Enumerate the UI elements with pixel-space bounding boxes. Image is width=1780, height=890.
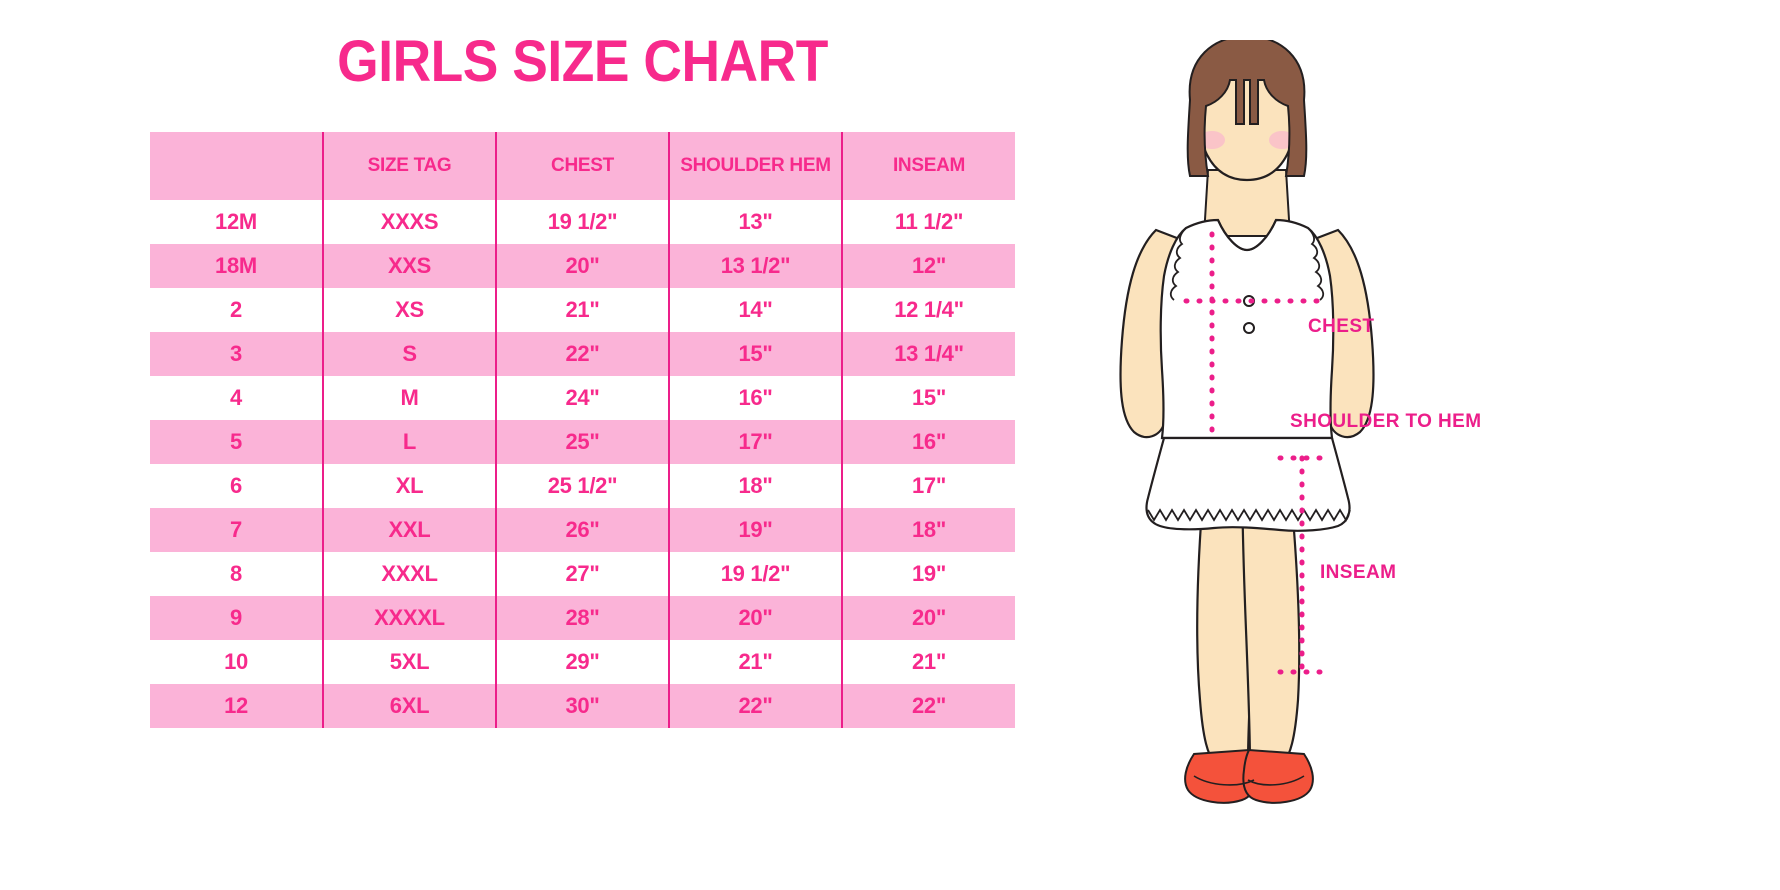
- column-header-chest: CHEST: [495, 132, 669, 200]
- cell-shoulder-hem: 22": [668, 684, 842, 728]
- column-header-size: [150, 132, 323, 200]
- skirt: [1145, 436, 1351, 532]
- cell-inseam: 21": [841, 640, 1015, 684]
- page-title: GIRLS SIZE CHART: [337, 29, 828, 94]
- cell-size: 7: [150, 508, 323, 552]
- cell-size: 4: [150, 376, 323, 420]
- table-row: 18M XXS 20" 13 1/2" 12": [150, 244, 1015, 288]
- table-row: 7 XXL 26" 19" 18": [150, 508, 1015, 552]
- size-chart-table: SIZE TAG CHEST SHOULDER HEM INSEAM 12M X…: [150, 132, 1015, 728]
- cell-chest: 30": [495, 684, 669, 728]
- cell-size: 10: [150, 640, 323, 684]
- cell-inseam: 16": [841, 420, 1015, 464]
- column-header-size-tag: SIZE TAG: [322, 132, 496, 200]
- cell-shoulder-hem: 15": [668, 332, 842, 376]
- cell-size-tag: XXS: [322, 244, 496, 288]
- cell-inseam: 22": [841, 684, 1015, 728]
- cell-chest: 25 1/2": [495, 464, 669, 508]
- cell-shoulder-hem: 18": [668, 464, 842, 508]
- cell-size-tag: XXXL: [322, 552, 496, 596]
- cell-inseam: 20": [841, 596, 1015, 640]
- table-row: 5 L 25" 17" 16": [150, 420, 1015, 464]
- cell-size: 9: [150, 596, 323, 640]
- cell-size-tag: XS: [322, 288, 496, 332]
- cell-chest: 21": [495, 288, 669, 332]
- cell-size-tag: S: [322, 332, 496, 376]
- table-row: 6 XL 25 1/2" 18" 17": [150, 464, 1015, 508]
- measurement-illustration: CHEST SHOULDER TO HEM INSEAM: [1090, 40, 1780, 860]
- table-row: 10 5XL 29" 21" 21": [150, 640, 1015, 684]
- table-row: 12M XXXS 19 1/2" 13" 11 1/2": [150, 200, 1015, 244]
- cell-size: 5: [150, 420, 323, 464]
- cell-inseam: 17": [841, 464, 1015, 508]
- cell-shoulder-hem: 19": [668, 508, 842, 552]
- cell-shoulder-hem: 19 1/2": [668, 552, 842, 596]
- cell-size-tag: 5XL: [322, 640, 496, 684]
- cell-inseam: 12 1/4": [841, 288, 1015, 332]
- cell-size-tag: XL: [322, 464, 496, 508]
- table-header-row: SIZE TAG CHEST SHOULDER HEM INSEAM: [150, 132, 1015, 200]
- cell-shoulder-hem: 20": [668, 596, 842, 640]
- cell-size: 18M: [150, 244, 323, 288]
- cell-size: 12M: [150, 200, 323, 244]
- cell-chest: 26": [495, 508, 669, 552]
- cell-chest: 20": [495, 244, 669, 288]
- table-row: 9 XXXXL 28" 20" 20": [150, 596, 1015, 640]
- head-group: [1186, 40, 1308, 182]
- cell-chest: 19 1/2": [495, 200, 669, 244]
- girl-figure-svg: [1119, 40, 1375, 804]
- cell-size-tag: XXL: [322, 508, 496, 552]
- cell-size: 3: [150, 332, 323, 376]
- cell-size: 2: [150, 288, 323, 332]
- cell-shoulder-hem: 13 1/2": [668, 244, 842, 288]
- cell-chest: 22": [495, 332, 669, 376]
- cell-inseam: 19": [841, 552, 1015, 596]
- callout-label-shoulder-to-hem: SHOULDER TO HEM: [1290, 411, 1482, 432]
- table-row: 8 XXXL 27" 19 1/2" 19": [150, 552, 1015, 596]
- cell-inseam: 18": [841, 508, 1015, 552]
- cell-inseam: 12": [841, 244, 1015, 288]
- callout-label-inseam: INSEAM: [1320, 562, 1397, 583]
- cell-shoulder-hem: 16": [668, 376, 842, 420]
- column-header-inseam: INSEAM: [841, 132, 1015, 200]
- cell-chest: 28": [495, 596, 669, 640]
- column-header-shoulder-hem: SHOULDER HEM: [668, 132, 842, 200]
- cell-size: 12: [150, 684, 323, 728]
- table-row: 3 S 22" 15" 13 1/4": [150, 332, 1015, 376]
- table-row: 4 M 24" 16" 15": [150, 376, 1015, 420]
- table-row: 12 6XL 30" 22" 22": [150, 684, 1015, 728]
- cell-chest: 27": [495, 552, 669, 596]
- cell-size-tag: XXXS: [322, 200, 496, 244]
- cell-inseam: 11 1/2": [841, 200, 1015, 244]
- cell-chest: 25": [495, 420, 669, 464]
- cell-chest: 24": [495, 376, 669, 420]
- shoes-group: [1184, 748, 1314, 804]
- cell-size-tag: 6XL: [322, 684, 496, 728]
- cell-inseam: 13 1/4": [841, 332, 1015, 376]
- button-icon: [1243, 322, 1255, 334]
- callout-label-chest: CHEST: [1308, 316, 1375, 337]
- cell-shoulder-hem: 21": [668, 640, 842, 684]
- cell-chest: 29": [495, 640, 669, 684]
- table-row: 2 XS 21" 14" 12 1/4": [150, 288, 1015, 332]
- cell-shoulder-hem: 14": [668, 288, 842, 332]
- cell-inseam: 15": [841, 376, 1015, 420]
- cell-shoulder-hem: 17": [668, 420, 842, 464]
- cell-shoulder-hem: 13": [668, 200, 842, 244]
- cell-size-tag: M: [322, 376, 496, 420]
- cell-size: 6: [150, 464, 323, 508]
- cell-size-tag: L: [322, 420, 496, 464]
- table-body: 12M XXXS 19 1/2" 13" 11 1/2" 18M XXS 20"…: [150, 200, 1015, 728]
- blouse: [1159, 218, 1335, 440]
- cell-size-tag: XXXXL: [322, 596, 496, 640]
- cell-size: 8: [150, 552, 323, 596]
- size-chart-table-wrapper: SIZE TAG CHEST SHOULDER HEM INSEAM 12M X…: [150, 132, 1015, 728]
- table-header: SIZE TAG CHEST SHOULDER HEM INSEAM: [150, 132, 1015, 200]
